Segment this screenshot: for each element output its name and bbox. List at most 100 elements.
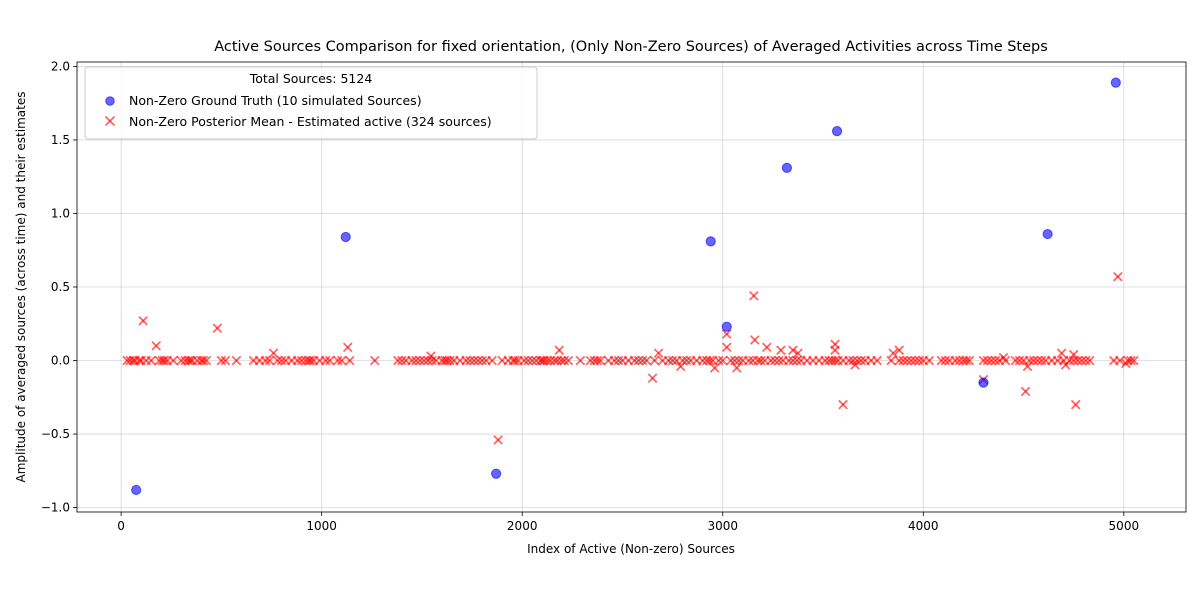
posterior-mean-point [393,355,403,366]
posterior-mean-point [940,355,951,366]
x-tick-label: 0 [117,519,125,533]
posterior-mean-point [1022,361,1033,372]
posterior-mean-stroke [1129,355,1139,366]
posterior-mean-stroke [296,355,307,366]
posterior-mean-stroke [667,355,678,366]
posterior-mean-stroke [1072,355,1083,366]
posterior-mean-point [776,345,786,356]
posterior-mean-point [415,355,425,366]
posterior-mean-point [961,355,972,366]
posterior-mean-point [1010,355,1021,366]
posterior-mean-point [954,355,965,366]
posterior-mean-point [830,345,840,356]
posterior-mean-stroke [1114,355,1125,366]
posterior-mean-stroke [260,355,271,366]
posterior-mean-point [320,355,331,366]
posterior-mean-point [324,355,335,366]
y-tick-label: −1.0 [41,501,70,515]
ground-truth-point [131,484,142,496]
posterior-mean-stroke [198,355,209,366]
posterior-mean-stroke [324,355,335,366]
posterior-mean-point [1121,358,1131,369]
posterior-mean-stroke [1084,355,1095,366]
posterior-mean-stroke [336,355,347,366]
posterior-mean-stroke [998,352,1009,363]
posterior-mean-point [465,355,475,366]
y-tick-label: 0.5 [51,280,70,294]
posterior-mean-stroke [950,355,961,366]
posterior-mean-stroke [595,355,606,366]
posterior-mean-point [830,355,840,366]
posterior-mean-point [788,345,798,356]
posterior-mean-point [924,355,935,366]
posterior-mean-stroke [585,355,596,366]
posterior-mean-stroke [982,355,993,366]
posterior-mean-point [212,323,223,334]
posterior-mean-stroke [697,355,708,366]
y-axis-label: Amplitude of averaged sources (across ti… [14,92,28,483]
posterior-mean-point [419,355,429,366]
posterior-mean-stroke [704,355,715,366]
posterior-mean-point [556,355,567,366]
posterior-mean-stroke [940,355,951,366]
posterior-mean-point [473,355,483,366]
posterior-mean-stroke [185,355,196,366]
posterior-mean-stroke [168,355,179,366]
posterior-mean-point [426,351,436,361]
posterior-mean-point [523,355,534,366]
x-tick-label: 3000 [707,519,738,533]
posterior-mean-point [183,355,194,366]
posterior-mean-stroke [910,355,921,366]
posterior-mean-point [1126,355,1136,366]
posterior-mean-point [397,355,407,366]
posterior-mean-point [554,345,565,356]
posterior-mean-point [838,399,848,410]
posterior-mean-point [477,355,487,366]
posterior-mean-point [721,342,732,353]
posterior-mean-point [487,355,497,366]
posterior-mean-point [729,355,740,366]
posterior-mean-point [793,348,803,359]
posterior-mean-stroke [850,360,860,370]
posterior-mean-stroke [776,345,786,356]
posterior-mean-point [762,342,772,353]
posterior-mean-stroke [1080,355,1091,366]
posterior-mean-stroke [894,345,905,356]
posterior-mean-stroke [134,355,145,366]
posterior-mean-stroke [653,348,664,359]
posterior-mean-stroke [397,355,407,366]
posterior-mean-point [542,355,553,366]
posterior-mean-stroke [788,345,798,356]
posterior-mean-stroke [369,355,380,366]
posterior-mean-stroke [1056,348,1067,359]
posterior-mean-stroke [954,355,965,366]
posterior-mean-stroke [762,342,772,353]
posterior-mean-point [647,373,658,384]
posterior-mean-stroke [838,399,848,410]
posterior-mean-stroke [556,355,567,366]
posterior-mean-point [1080,355,1091,366]
posterior-mean-stroke [423,355,433,366]
ground-truth-point [705,236,716,247]
posterior-mean-stroke [924,355,935,366]
ground-truth-point [831,126,843,137]
posterior-mean-point [733,355,744,366]
posterior-mean-stroke [964,355,975,366]
posterior-mean-point [888,348,899,359]
posterior-mean-stroke [469,355,479,366]
posterior-mean-point [633,355,644,366]
posterior-mean-stroke [159,355,170,366]
posterior-mean-stroke [721,329,732,339]
y-tick-label: 2.0 [51,59,70,73]
posterior-mean-point [272,355,283,366]
posterior-mean-stroke [830,355,840,366]
posterior-mean-stroke [820,355,830,366]
posterior-mean-point [749,335,760,345]
posterior-mean-point [220,355,231,366]
posterior-mean-point [276,355,287,366]
posterior-mean-stroke [465,355,475,366]
posterior-mean-stroke [894,355,905,366]
posterior-mean-point [1036,355,1047,366]
posterior-mean-stroke [733,355,744,366]
posterior-mean-stroke [393,355,403,366]
